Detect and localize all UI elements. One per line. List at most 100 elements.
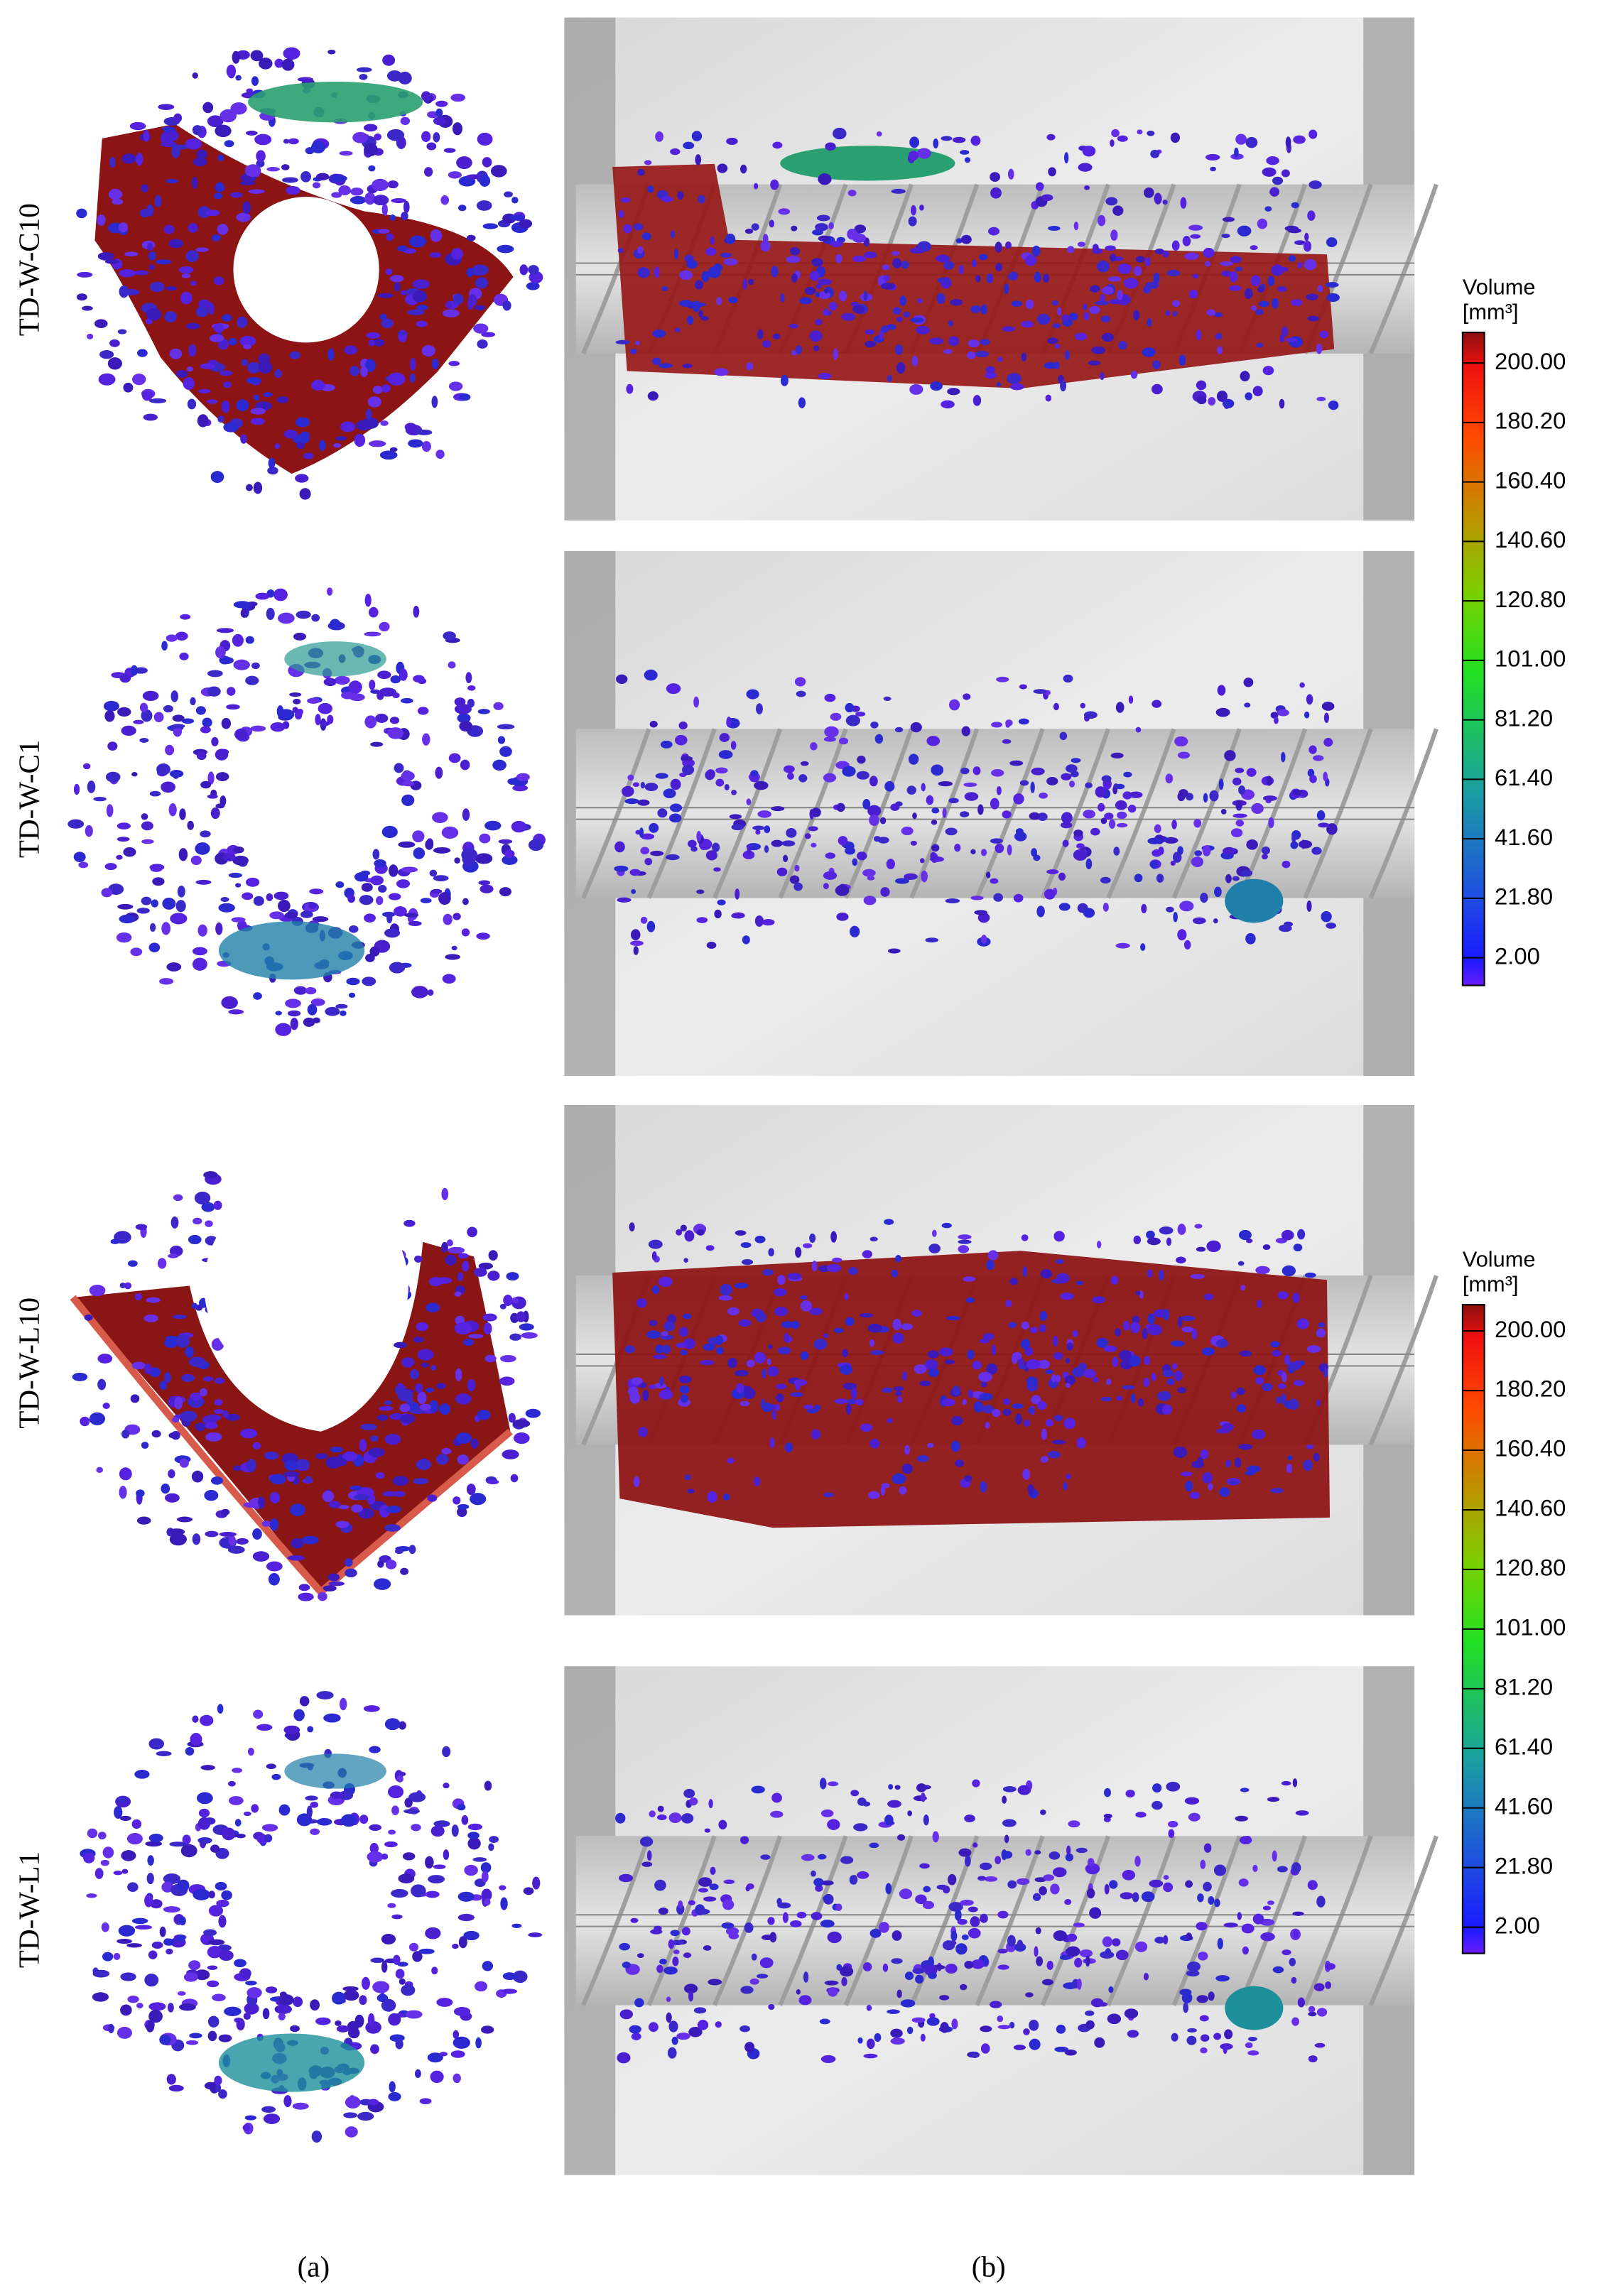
pore — [1170, 1340, 1185, 1347]
pore — [132, 374, 146, 386]
pore — [165, 285, 178, 291]
pore — [1115, 702, 1125, 713]
pore — [467, 1832, 479, 1839]
pore — [267, 467, 278, 475]
pore — [502, 855, 518, 865]
pore — [1018, 718, 1029, 725]
pore — [1069, 312, 1078, 321]
pore — [901, 826, 914, 836]
pore — [109, 157, 116, 168]
pore — [770, 1810, 784, 1818]
pore — [480, 1862, 492, 1873]
pore — [202, 102, 214, 114]
pore — [1132, 1315, 1140, 1324]
pore — [218, 2089, 227, 2099]
pore — [727, 1357, 737, 1369]
pore — [824, 1980, 839, 1986]
pore — [283, 2095, 292, 2108]
pore — [928, 1368, 940, 1377]
pore — [661, 1344, 671, 1354]
pore — [1196, 380, 1207, 391]
pore — [810, 742, 818, 751]
pore — [864, 251, 877, 259]
pore — [1016, 1878, 1030, 1886]
pore — [448, 661, 456, 669]
pore — [130, 1394, 140, 1403]
pore — [228, 337, 237, 346]
pore — [252, 1442, 261, 1449]
pore — [1296, 1318, 1309, 1329]
longitudinal-view — [564, 17, 1438, 521]
pore — [253, 394, 260, 401]
pore — [1092, 1296, 1106, 1304]
pore — [510, 1474, 519, 1483]
pore — [488, 1843, 494, 1851]
pore — [481, 332, 496, 337]
pore — [1122, 1869, 1136, 1881]
pore — [671, 2036, 678, 2045]
colorbar-title: Volume — [1463, 1247, 1536, 1272]
pore — [1316, 2008, 1328, 2017]
pore — [688, 1900, 696, 1905]
pore — [811, 807, 821, 817]
pore — [175, 631, 188, 641]
pore — [507, 778, 518, 785]
pore — [1316, 1328, 1326, 1338]
pore — [1144, 187, 1154, 198]
pore — [467, 1378, 476, 1392]
pore — [908, 151, 919, 161]
pore — [1191, 856, 1204, 868]
pore — [310, 1828, 320, 1835]
pore — [980, 1381, 987, 1388]
pore — [242, 2124, 251, 2132]
pore — [798, 397, 806, 408]
pore — [431, 1966, 438, 1975]
pore — [696, 830, 702, 842]
longitudinal-view — [564, 550, 1438, 1076]
pore — [627, 774, 634, 781]
pore — [1262, 1383, 1273, 1392]
rebar-rib — [975, 728, 1045, 899]
pore — [289, 692, 302, 697]
pore — [1005, 719, 1013, 727]
pore — [744, 2042, 755, 2052]
pore — [185, 250, 199, 263]
pore — [465, 174, 482, 180]
pore — [1110, 752, 1124, 759]
pore — [968, 1906, 978, 1913]
pore — [1054, 2046, 1069, 2052]
colorbar-tick-label: 101.00 — [1495, 646, 1566, 672]
pore — [426, 1302, 440, 1312]
pore — [1194, 1224, 1203, 1229]
pore — [890, 803, 900, 811]
pore — [1293, 1930, 1299, 1939]
pore — [1242, 1946, 1249, 1955]
rebar-rib — [646, 728, 717, 899]
pore — [1071, 758, 1081, 763]
pore — [516, 1970, 526, 1984]
pore — [388, 2013, 401, 2026]
pore — [1135, 727, 1142, 733]
pore — [121, 725, 136, 736]
pore — [411, 986, 428, 999]
pore — [331, 192, 342, 198]
pore — [473, 323, 489, 334]
pore — [867, 1491, 880, 1499]
pore — [508, 1413, 516, 1423]
pore — [1281, 1371, 1287, 1383]
pore — [218, 903, 235, 913]
pore — [819, 1778, 827, 1790]
pore — [373, 339, 385, 347]
pore — [657, 808, 668, 818]
pore — [725, 233, 736, 245]
pore — [840, 1364, 853, 1375]
pore — [175, 1334, 190, 1348]
pore — [1306, 900, 1312, 912]
pore — [615, 1812, 626, 1824]
colorbar-tick-label: 41.60 — [1495, 824, 1553, 850]
pore — [1230, 271, 1238, 283]
pore — [995, 241, 1002, 253]
pore — [1026, 1359, 1041, 1370]
pore — [1140, 943, 1146, 951]
pore — [369, 1842, 379, 1854]
